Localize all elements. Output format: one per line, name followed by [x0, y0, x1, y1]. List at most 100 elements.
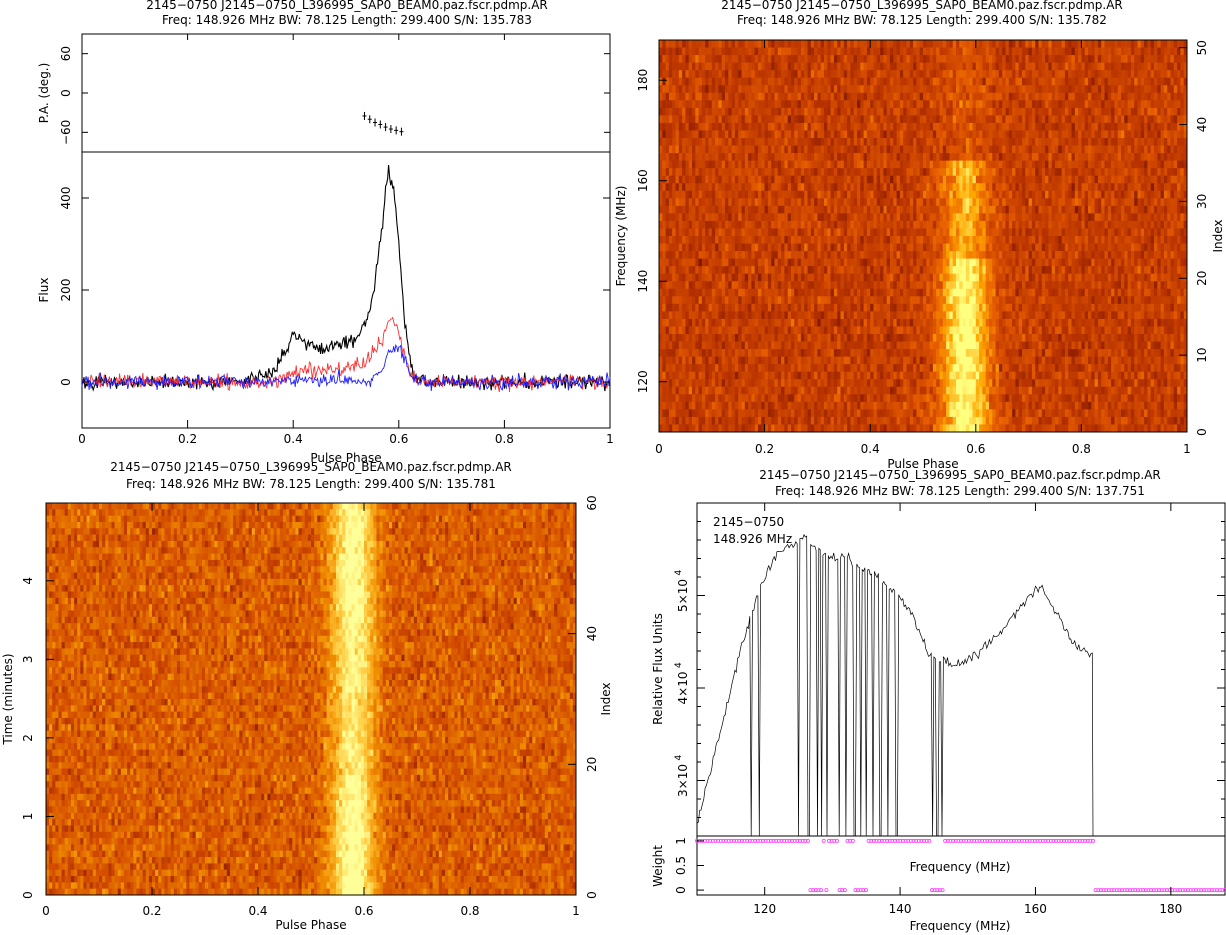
heatmap-cell — [847, 206, 851, 214]
heatmap-cell — [936, 78, 940, 86]
freq-phase-subtitle: Freq: 148.926 MHz BW: 78.125 Length: 299… — [737, 13, 1107, 27]
heatmap-cell — [751, 108, 755, 116]
heatmap-cell — [811, 251, 815, 259]
heatmap-cell — [999, 266, 1003, 274]
heatmap-cell — [745, 183, 749, 191]
heatmap-cell — [662, 176, 666, 184]
heatmap-cell — [959, 123, 963, 131]
heatmap-cell — [854, 63, 858, 71]
heatmap-cell — [979, 100, 983, 108]
heatmap-cell — [1180, 244, 1184, 252]
heatmap-cell — [1154, 259, 1158, 267]
heatmap-cell — [791, 161, 795, 169]
heatmap-cell — [1164, 115, 1168, 123]
heatmap-cell — [695, 221, 699, 229]
heatmap-cell — [699, 153, 703, 161]
heatmap-cell — [1052, 198, 1056, 206]
heatmap-cell — [903, 191, 907, 199]
heatmap-cell — [1065, 138, 1069, 146]
heatmap-cell — [666, 244, 670, 252]
heatmap-cell — [1025, 221, 1029, 229]
heatmap-cell — [1062, 100, 1066, 108]
heatmap-cell — [969, 55, 973, 63]
heatmap-cell — [811, 130, 815, 138]
heatmap-cell — [920, 78, 924, 86]
heatmap-cell — [1134, 183, 1138, 191]
heatmap-cell — [722, 213, 726, 221]
heatmap-cell — [940, 78, 944, 86]
heatmap-cell — [712, 161, 716, 169]
heatmap-cell — [1108, 259, 1112, 267]
heatmap-cell — [903, 130, 907, 138]
heatmap-cell — [1167, 70, 1171, 78]
heatmap-cell — [728, 100, 732, 108]
heatmap-cell — [874, 244, 878, 252]
heatmap-cell — [781, 183, 785, 191]
heatmap-cell — [880, 146, 884, 154]
heatmap-cell — [784, 206, 788, 214]
heatmap-cell — [722, 48, 726, 56]
heatmap-cell — [854, 100, 858, 108]
heatmap-cell — [732, 259, 736, 267]
heatmap-cell — [821, 123, 825, 131]
heatmap-cell — [1022, 115, 1026, 123]
heatmap-cell — [692, 40, 696, 48]
heatmap-cell — [1085, 168, 1089, 176]
heatmap-cell — [982, 100, 986, 108]
heatmap-cell — [1048, 138, 1052, 146]
heatmap-cell — [1052, 48, 1056, 56]
heatmap-cell — [890, 55, 894, 63]
heatmap-cell — [926, 85, 930, 93]
heatmap-cell — [1177, 213, 1181, 221]
heatmap-cell — [1141, 191, 1145, 199]
heatmap-cell — [850, 259, 854, 267]
heatmap-cell — [676, 191, 680, 199]
heatmap-cell — [963, 48, 967, 56]
heatmap-cell — [903, 221, 907, 229]
heatmap-cell — [1045, 123, 1049, 131]
heatmap-cell — [672, 146, 676, 154]
heatmap-cell — [676, 93, 680, 101]
heatmap-cell — [768, 146, 772, 154]
heatmap-cell — [788, 48, 792, 56]
heatmap-cell — [1134, 78, 1138, 86]
heatmap-cell — [1015, 40, 1019, 48]
heatmap-cell — [1141, 244, 1145, 252]
heatmap-cell — [718, 198, 722, 206]
heatmap-cell — [1121, 115, 1125, 123]
heatmap-cell — [1032, 206, 1036, 214]
heatmap-cell — [946, 161, 950, 169]
heatmap-cell — [864, 138, 868, 146]
heatmap-cell — [1147, 85, 1151, 93]
heatmap-cell — [771, 266, 775, 274]
heatmap-cell — [1081, 78, 1085, 86]
heatmap-cell — [1124, 228, 1128, 236]
heatmap-cell — [850, 176, 854, 184]
heatmap-cell — [1180, 108, 1184, 116]
heatmap-cell — [748, 55, 752, 63]
heatmap-cell — [804, 191, 808, 199]
heatmap-cell — [834, 93, 838, 101]
heatmap-cell — [989, 78, 993, 86]
heatmap-cell — [1052, 130, 1056, 138]
heatmap-cell — [798, 236, 802, 244]
heatmap-cell — [685, 48, 689, 56]
heatmap-cell — [768, 251, 772, 259]
heatmap-cell — [966, 115, 970, 123]
heatmap-cell — [1085, 183, 1089, 191]
heatmap-cell — [1171, 115, 1175, 123]
heatmap-cell — [923, 70, 927, 78]
heatmap-cell — [831, 85, 835, 93]
heatmap-cell — [817, 228, 821, 236]
heatmap-cell — [903, 266, 907, 274]
heatmap-cell — [1098, 198, 1102, 206]
heatmap-cell — [1151, 198, 1155, 206]
heatmap-cell — [748, 85, 752, 93]
heatmap-cell — [745, 198, 749, 206]
heatmap-cell — [1095, 191, 1099, 199]
heatmap-cell — [784, 40, 788, 48]
heatmap-cell — [685, 236, 689, 244]
heatmap-cell — [890, 206, 894, 214]
heatmap-cell — [910, 213, 914, 221]
heatmap-cell — [900, 176, 904, 184]
